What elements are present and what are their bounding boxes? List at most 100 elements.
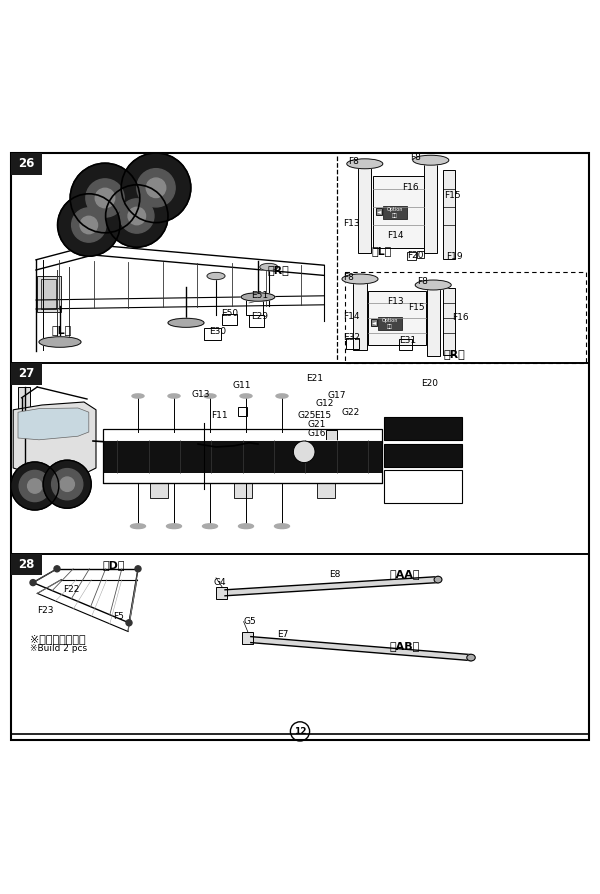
- Bar: [37, 276, 61, 312]
- Bar: [238, 407, 247, 416]
- Text: 【AB】: 【AB】: [390, 641, 420, 651]
- Text: E15: E15: [314, 411, 332, 420]
- Text: 【D】: 【D】: [102, 560, 125, 569]
- Bar: [443, 170, 455, 258]
- Circle shape: [146, 178, 166, 198]
- Circle shape: [80, 216, 98, 233]
- Ellipse shape: [467, 654, 475, 661]
- Ellipse shape: [241, 293, 275, 301]
- Bar: [407, 252, 416, 260]
- Bar: [103, 429, 382, 483]
- Ellipse shape: [131, 524, 146, 528]
- Bar: [234, 483, 252, 498]
- Bar: [246, 300, 263, 315]
- Circle shape: [52, 468, 83, 500]
- Bar: [11, 553, 589, 734]
- Circle shape: [128, 207, 146, 224]
- Bar: [326, 430, 337, 441]
- Text: G4: G4: [213, 578, 226, 587]
- Bar: [427, 285, 440, 356]
- Ellipse shape: [276, 394, 288, 398]
- Ellipse shape: [167, 524, 182, 528]
- Text: E20: E20: [421, 379, 438, 389]
- Text: Option
選択: Option 選択: [382, 318, 398, 329]
- Bar: [216, 586, 227, 599]
- Text: F13: F13: [343, 219, 360, 228]
- Text: E32: E32: [343, 333, 360, 342]
- Bar: [443, 288, 455, 355]
- Text: F14: F14: [387, 232, 404, 240]
- Bar: [11, 553, 42, 576]
- Circle shape: [137, 169, 175, 207]
- Text: 【R】: 【R】: [268, 265, 289, 275]
- Text: G11: G11: [233, 381, 251, 390]
- Circle shape: [106, 185, 168, 248]
- Text: ※２組作ります。: ※２組作ります。: [30, 634, 86, 644]
- Circle shape: [58, 194, 120, 257]
- Circle shape: [126, 620, 132, 626]
- Bar: [358, 164, 371, 253]
- Ellipse shape: [347, 159, 383, 169]
- Bar: [345, 441, 354, 450]
- Bar: [41, 279, 56, 309]
- Bar: [376, 208, 382, 215]
- Circle shape: [70, 164, 140, 232]
- Circle shape: [11, 462, 59, 510]
- Text: E31: E31: [399, 336, 416, 345]
- Bar: [384, 444, 462, 467]
- Bar: [383, 206, 407, 219]
- Bar: [368, 291, 426, 345]
- Bar: [399, 339, 412, 350]
- Circle shape: [135, 566, 141, 572]
- Ellipse shape: [207, 273, 225, 280]
- Circle shape: [19, 470, 50, 502]
- Bar: [249, 315, 264, 327]
- Text: F23: F23: [37, 606, 54, 615]
- Bar: [204, 328, 221, 341]
- Bar: [384, 417, 462, 440]
- Text: G16: G16: [308, 429, 326, 438]
- Text: F15: F15: [444, 190, 461, 199]
- Bar: [222, 314, 237, 325]
- Text: Option
選択: Option 選択: [386, 207, 403, 218]
- Bar: [317, 483, 335, 498]
- Text: 【L】: 【L】: [51, 325, 71, 335]
- Bar: [371, 319, 377, 326]
- Text: E51: E51: [251, 291, 268, 300]
- Ellipse shape: [238, 524, 253, 528]
- Bar: [353, 279, 367, 350]
- Polygon shape: [13, 402, 96, 477]
- Text: F5: F5: [113, 611, 124, 620]
- Text: 26: 26: [18, 157, 35, 170]
- Bar: [150, 483, 168, 498]
- Text: F13: F13: [387, 298, 404, 307]
- Text: F15: F15: [408, 303, 425, 312]
- Polygon shape: [251, 637, 471, 661]
- Bar: [417, 251, 424, 258]
- Text: 27: 27: [18, 367, 35, 380]
- Bar: [307, 466, 313, 472]
- Text: F19: F19: [446, 252, 463, 261]
- Text: E8: E8: [329, 569, 340, 578]
- Text: F8: F8: [410, 153, 421, 163]
- Text: 【AA】: 【AA】: [390, 569, 421, 579]
- Bar: [11, 153, 42, 174]
- Text: E21: E21: [306, 374, 323, 384]
- Polygon shape: [18, 408, 89, 440]
- Ellipse shape: [168, 394, 180, 398]
- Text: ◄: ◄: [377, 209, 382, 215]
- Text: F22: F22: [63, 586, 79, 595]
- Text: 28: 28: [18, 558, 35, 571]
- Text: 【R】: 【R】: [444, 349, 466, 359]
- Text: ※Build 2 pcs: ※Build 2 pcs: [30, 644, 87, 654]
- Bar: [103, 440, 382, 473]
- Bar: [345, 272, 586, 363]
- Ellipse shape: [204, 394, 216, 398]
- Text: E30: E30: [209, 327, 226, 336]
- Text: G17: G17: [328, 392, 346, 401]
- Bar: [346, 338, 359, 349]
- Ellipse shape: [203, 524, 218, 528]
- Text: F8: F8: [349, 157, 359, 166]
- Bar: [242, 632, 253, 644]
- Bar: [11, 363, 42, 384]
